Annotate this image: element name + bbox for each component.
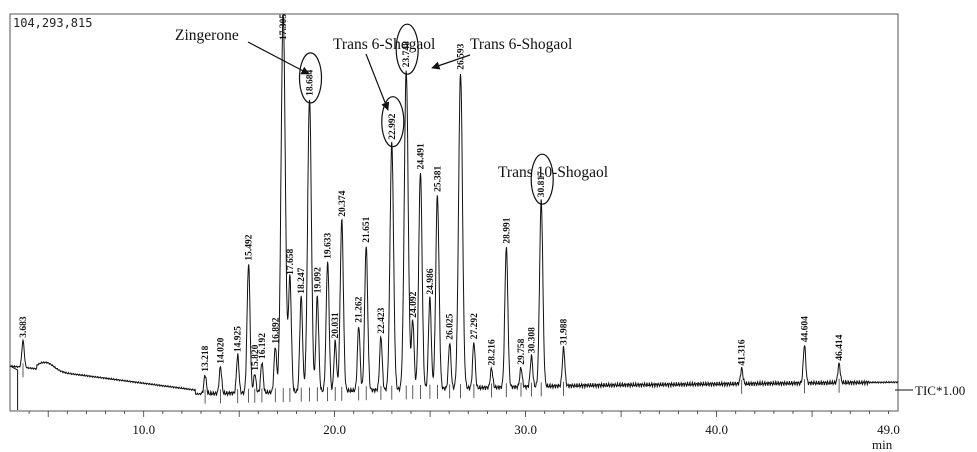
x-axis-ticks: 10.0 20.0 30.0 40.0 49.0 [28,411,900,437]
peak-label-28-216: 28.216 [488,339,498,365]
peak-label-26-593: 26.593 [457,43,467,69]
arrow-trans-6-shogaol-a [365,53,390,111]
highlight-ellipse-23-748 [395,23,419,75]
peak-label-15-820: 15.820 [251,344,261,370]
peak-label-17-305: 17.305 [279,14,289,40]
peak-label-41-316: 41.316 [738,339,748,365]
annotations: Zingerone Trans 6-Shogaol Trans 6-Shogao… [175,27,608,181]
arrow-trans-6-shogaol-b [431,54,471,70]
peak-label-14-020: 14.020 [216,337,226,363]
annotation-zingerone: Zingerone [175,27,239,44]
x-tick-label: 30.0 [514,422,537,437]
x-unit-label: min [872,437,893,452]
x-tick-label: 40.0 [705,422,728,437]
highlight-ellipse-30-817 [530,153,554,205]
peak-label-13-218: 13.218 [201,345,211,371]
peak-label-20-374: 20.374 [338,190,348,216]
baseline-markers [22,363,840,404]
peak-label-29-758: 29.758 [517,338,527,364]
annotation-trans-6-shogaol-a: Trans 6-Shogaol [333,36,435,53]
peak-label-46-414: 46.414 [835,334,845,360]
plot-frame [9,13,899,412]
peak-label-19-092: 19.092 [313,267,323,293]
peak-label-25-381: 25.381 [433,166,443,192]
peak-label-24-092: 24.092 [409,291,419,317]
peak-labels: 3.683 13.218 14.020 14.925 15.492 15.82016.19… [19,14,845,372]
peak-label-21-262: 21.262 [355,296,365,322]
peak-label-16-192: 16.192 [258,333,268,359]
annotation-trans-10-shogaol: Trans 10-Shogaol [498,164,608,181]
peak-label-18-247: 18.247 [297,267,307,293]
trace-label: TIC*1.00 [915,383,965,398]
peak-label-30-308: 30.308 [528,327,538,353]
peak-label-17-658: 17.658 [286,249,296,275]
x-tick-label: 20.0 [323,422,346,437]
peak-label-3-683: 3.683 [19,316,29,338]
peak-label-30-817: 30.817 [537,171,547,197]
peak-label-19-633: 19.633 [324,233,334,259]
peak-label-26-025: 26.025 [446,313,456,339]
peak-label-15-492: 15.492 [245,234,255,260]
peak-label-24-986: 24.986 [426,268,436,294]
x-tick-label: 10.0 [132,422,155,437]
peak-label-22-992: 22.992 [388,113,398,139]
peak-label-16-892: 16.892 [271,317,281,343]
y-max-label: 104,293,815 [13,16,92,30]
peak-label-20-031: 20.031 [331,312,341,338]
peak-label-31-988: 31.988 [560,319,570,345]
peak-label-21-651: 21.651 [362,216,372,242]
highlight-ellipse-22-992 [381,96,405,148]
peak-label-18-684: 18.684 [306,70,316,96]
arrow-zingerone [247,41,310,75]
peak-label-27-292: 27.292 [470,313,480,339]
peak-label-24-491: 24.491 [416,143,426,169]
tic-trace [9,15,899,410]
peak-label-23-748: 23.748 [402,41,412,67]
peak-label-28-991: 28.991 [502,217,512,243]
annotation-trans-6-shogaol-b: Trans 6-Shogaol [470,36,572,53]
x-tick-label: 49.0 [877,422,900,437]
peak-label-22-423: 22.423 [377,307,387,333]
peak-label-44-604: 44.604 [801,316,811,342]
peak-label-14-925: 14.925 [234,326,244,352]
highlight-ellipse-18-684 [298,52,323,104]
